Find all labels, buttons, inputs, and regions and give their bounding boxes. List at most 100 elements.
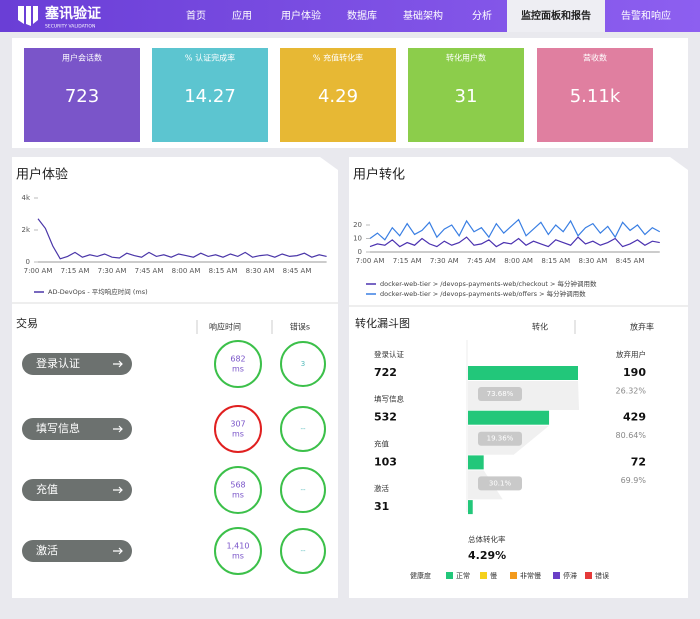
column-header: 响应时间 <box>209 322 241 332</box>
x-tick-label: 8:30 AM <box>579 257 608 265</box>
legend-title: 健康度 <box>410 571 431 580</box>
legend-label: 停滞 <box>563 571 577 580</box>
error-value: -- <box>300 425 306 433</box>
nav-item[interactable]: 首页 <box>186 9 206 22</box>
step-count: 103 <box>374 455 397 468</box>
x-tick-label: 8:00 AM <box>172 267 201 275</box>
nav-item[interactable]: 监控面板和报告 <box>521 9 591 22</box>
column-header: 转化 <box>532 322 548 332</box>
kpi-label: % 认证完成率 <box>185 53 235 63</box>
logo-text: 塞讯验证 <box>45 5 101 22</box>
x-tick-label: 8:45 AM <box>616 257 645 265</box>
kpi-card <box>537 48 653 142</box>
column-header: 放弃率 <box>630 322 654 332</box>
step-count: 722 <box>374 366 397 379</box>
arrow-icon <box>113 486 123 494</box>
kpi-label: 用户会话数 <box>62 53 102 63</box>
kpi-value: 4.29 <box>318 86 358 107</box>
series-line <box>369 218 661 241</box>
y-tick-label: 4k <box>21 194 30 202</box>
response-ring <box>214 527 262 575</box>
total-label: 总体转化率 <box>468 534 506 544</box>
response-value: 682 <box>230 355 245 364</box>
nav-item[interactable]: 用户体验 <box>281 9 321 22</box>
transaction-name: 填写信息 <box>36 421 80 435</box>
conversion-badge <box>478 387 522 401</box>
section-title: 交易 <box>16 316 38 330</box>
step-count: 532 <box>374 411 397 424</box>
y-tick-label: 10 <box>353 235 362 243</box>
abandoned-count: 72 <box>631 455 646 468</box>
x-tick-label: 7:45 AM <box>467 257 496 265</box>
error-value: -- <box>300 547 306 555</box>
logo-icon <box>18 6 38 26</box>
abandon-rate: 26.32% <box>615 387 646 396</box>
series-line <box>37 218 327 260</box>
transaction-button[interactable] <box>22 540 132 562</box>
kpi-card <box>408 48 524 142</box>
response-unit: ms <box>232 491 244 500</box>
legend-label: 非常慢 <box>520 571 541 580</box>
legend-swatch <box>480 572 487 579</box>
conversion-rate: 19.36% <box>487 435 514 443</box>
legend-swatch <box>553 572 560 579</box>
section-title: 转化漏斗图 <box>355 316 410 330</box>
x-tick-label: 8:15 AM <box>541 257 570 265</box>
nav-item[interactable]: 告警和响应 <box>621 9 671 22</box>
logo-sub: SECURITY VALIDATION <box>45 24 95 30</box>
transaction-button[interactable] <box>22 353 132 375</box>
response-ring <box>214 340 262 388</box>
kpi-card <box>24 48 140 142</box>
legend-label: docker-web-tier > /devops-payments-web/c… <box>380 279 597 288</box>
step-name: 激活 <box>374 483 389 493</box>
nav-item[interactable]: 基础架构 <box>403 9 443 22</box>
x-tick-label: 8:30 AM <box>246 267 275 275</box>
nav-item[interactable]: 应用 <box>232 9 252 22</box>
response-ring <box>214 466 262 514</box>
arrow-icon <box>113 547 123 555</box>
funnel-bar <box>468 410 550 425</box>
step-count: 31 <box>374 500 389 513</box>
error-ring <box>280 406 326 452</box>
series-line <box>369 236 660 248</box>
step-name: 登录认证 <box>374 349 404 359</box>
kpi-label: 营收数 <box>583 53 607 63</box>
kpi-label: % 充值转化率 <box>313 53 363 63</box>
transaction-button[interactable] <box>22 479 132 501</box>
response-unit: ms <box>232 430 244 439</box>
legend-label: 慢 <box>490 571 497 580</box>
kpi-value: 723 <box>65 86 99 107</box>
legend-swatch <box>446 572 453 579</box>
response-unit: ms <box>232 365 244 374</box>
x-tick-label: 8:00 AM <box>504 257 533 265</box>
y-tick-label: 20 <box>353 221 362 229</box>
legend-label: docker-web-tier > /devops-payments-web/o… <box>380 289 586 298</box>
panel-title: 用户转化 <box>353 167 405 183</box>
transaction-name: 激活 <box>36 543 58 557</box>
step-name: 充值 <box>374 438 389 448</box>
kpi-value: 31 <box>455 86 478 107</box>
error-value: 3 <box>301 360 305 368</box>
legend-swatch <box>585 572 592 579</box>
transaction-name: 充值 <box>36 482 58 496</box>
kpi-label: 转化用户数 <box>446 53 486 63</box>
error-value: -- <box>300 486 306 494</box>
legend-label: 错误 <box>595 571 609 580</box>
error-ring <box>280 467 326 513</box>
nav-item[interactable]: 数据库 <box>347 9 377 22</box>
arrow-icon <box>113 360 123 368</box>
x-tick-label: 7:00 AM <box>356 257 385 265</box>
legend-label: 正常 <box>456 571 470 580</box>
kpi-value: 5.11k <box>570 86 621 107</box>
nav-item[interactable]: 分析 <box>472 9 492 22</box>
conversion-rate: 73.68% <box>487 390 514 398</box>
funnel-bar <box>468 366 578 380</box>
error-ring <box>280 341 326 387</box>
abandoned-count: 429 <box>623 411 646 424</box>
x-tick-label: 8:45 AM <box>283 267 312 275</box>
response-value: 568 <box>230 481 245 490</box>
total-value: 4.29% <box>468 549 506 562</box>
x-tick-label: 7:45 AM <box>135 267 164 275</box>
transaction-button[interactable] <box>22 418 132 440</box>
